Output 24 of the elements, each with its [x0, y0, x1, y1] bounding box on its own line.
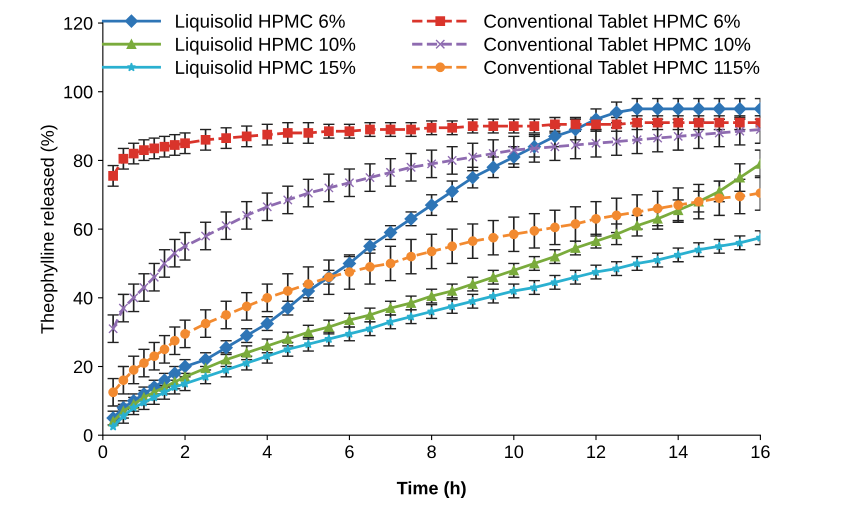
x-tick-label: 16: [752, 445, 770, 458]
legend-label: Liquisolid HPMC 6%: [176, 14, 345, 32]
y-tick-label: 120: [64, 16, 92, 30]
legend-label: Liquisolid HPMC 15%: [176, 60, 356, 78]
legend-label: Conventional Tablet HPMC 6%: [484, 14, 740, 28]
y-axis-title: Theophylline released (%): [40, 125, 58, 334]
x-axis-title: Time (h): [396, 481, 466, 498]
x-tick-label: 4: [262, 446, 272, 458]
x-tick-label: 2: [180, 445, 190, 458]
y-tick-label: 40: [73, 292, 92, 305]
x-tick-label: 10: [505, 445, 524, 458]
legend-label: Conventional Tablet HPMC 10%: [484, 37, 750, 51]
legend-label: Liquisolid HPMC 10%: [176, 37, 356, 55]
x-tick-label: 8: [427, 445, 436, 458]
y-tick-label: 60: [74, 223, 92, 236]
x-tick-label: 0: [98, 445, 108, 458]
y-tick-label: 100: [64, 86, 92, 98]
x-tick-label: 6: [345, 445, 354, 458]
legend-label: Conventional Tablet HPMC 115%: [484, 60, 760, 74]
y-tick-label: 80: [74, 154, 92, 168]
x-tick-label: 14: [670, 446, 688, 458]
y-tick-label: 20: [74, 360, 92, 374]
y-tick-label: 0: [84, 429, 92, 442]
x-tick-label: 12: [587, 445, 606, 458]
